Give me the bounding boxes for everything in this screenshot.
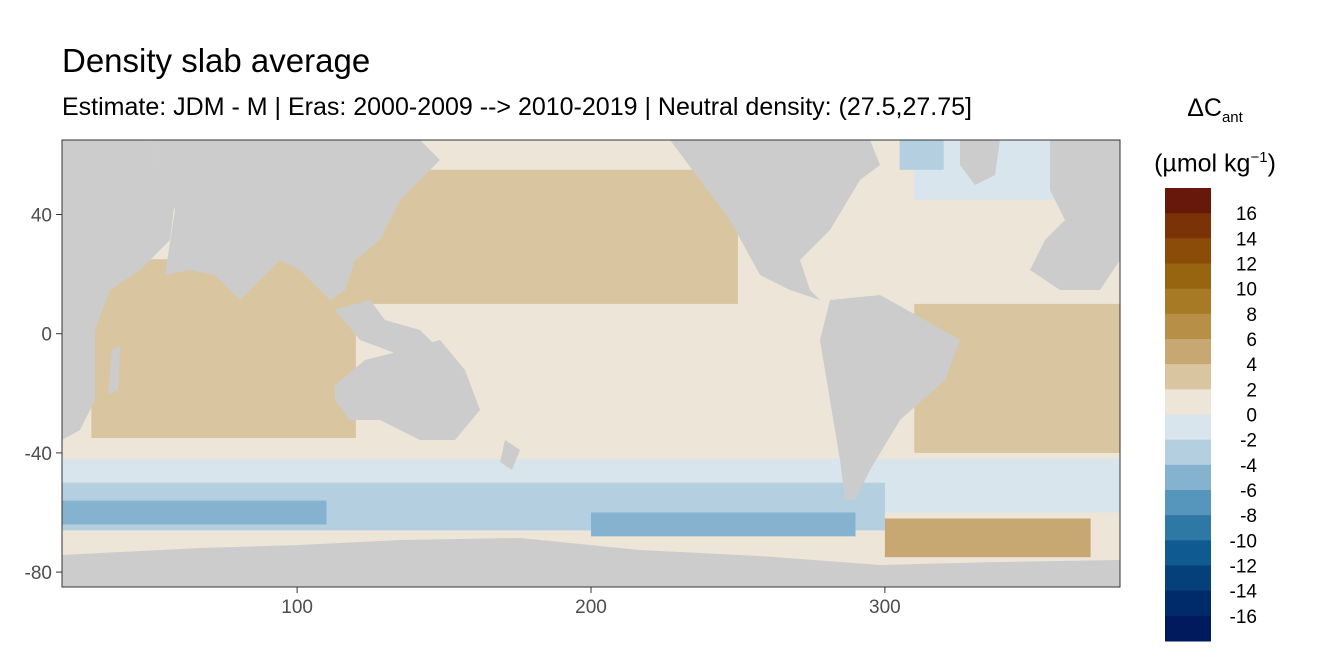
legend-label: -14 [1230, 582, 1258, 603]
legend-swatch [1165, 389, 1211, 415]
legend-swatch [1165, 364, 1211, 390]
x-axis: 100 200 300 [281, 587, 901, 618]
legend-label: 16 [1236, 204, 1257, 225]
legend-swatch [1165, 339, 1211, 365]
legend-swatch [1165, 238, 1211, 264]
land-europe-west-africa [1030, 140, 1120, 290]
map-panel [62, 140, 1120, 587]
y-tick-label: -40 [25, 444, 52, 465]
legend-swatch [1165, 515, 1211, 541]
legend: 16 14 12 10 8 6 4 2 0 -2 -4 -6 -8 -10 -12 -14 -16 [1165, 188, 1257, 642]
land-maritime-asia [335, 300, 440, 355]
land-madagascar [108, 345, 120, 395]
region-cell [884, 518, 1091, 558]
chart-subtitle: Estimate: JDM - M | Eras: 2000-2009 --> … [62, 93, 972, 121]
y-axis: 40 0 -40 -80 [25, 206, 62, 584]
legend-swatch [1165, 288, 1211, 315]
legend-swatch [1165, 464, 1211, 491]
legend-swatch [1165, 188, 1211, 214]
land-masses [62, 140, 1120, 587]
legend-label: -12 [1230, 557, 1257, 578]
land-south-america [820, 295, 960, 500]
region-cell [591, 512, 856, 537]
y-tick-label: 0 [41, 325, 52, 346]
legend-label: 2 [1246, 380, 1257, 401]
land-new-zealand [500, 440, 520, 470]
land-greenland [960, 140, 1000, 185]
region-cell [62, 500, 327, 525]
legend-label: 8 [1246, 305, 1257, 326]
chart-title: Density slab average [62, 42, 371, 79]
legend-swatch [1165, 263, 1211, 290]
y-tick-label: 40 [31, 206, 52, 227]
legend-swatch [1165, 213, 1211, 239]
legend-title-quantity: ΔCant [1187, 94, 1243, 126]
legend-swatch [1165, 490, 1211, 516]
data-regions [62, 140, 1120, 558]
land-north-america [670, 140, 880, 300]
y-tick-label: -80 [25, 563, 52, 584]
legend-label: 14 [1236, 229, 1258, 250]
legend-label: -16 [1230, 607, 1257, 628]
legend-swatch [1165, 565, 1211, 592]
legend-label: -8 [1240, 506, 1257, 527]
legend-title: ΔCant (µmol kg−1) [1150, 88, 1280, 183]
legend-label: 4 [1246, 355, 1257, 376]
legend-swatch [1165, 540, 1211, 566]
x-tick-label: 200 [575, 597, 607, 618]
legend-label: -2 [1240, 431, 1257, 452]
legend-label: -10 [1230, 531, 1257, 552]
legend-swatch [1165, 439, 1211, 466]
legend-label: 10 [1236, 280, 1257, 301]
legend-swatch [1165, 414, 1211, 441]
x-tick-label: 300 [869, 597, 901, 618]
legend-title-unit: (µmol kg−1) [1154, 149, 1276, 178]
legend-label: 6 [1246, 330, 1257, 351]
region-cell [914, 303, 1120, 453]
x-tick-label: 100 [281, 597, 313, 618]
legend-label: 0 [1246, 406, 1257, 427]
region-cell [91, 259, 356, 438]
legend-label: 12 [1236, 255, 1257, 276]
legend-swatch [1165, 313, 1211, 340]
legend-swatch [1165, 615, 1211, 642]
land-eurasia [150, 140, 440, 300]
legend-label: -6 [1240, 481, 1257, 502]
land-australia [335, 340, 480, 440]
land-antarctica [62, 538, 1120, 587]
land-africa [62, 140, 175, 440]
legend-label: -4 [1240, 456, 1257, 477]
legend-swatch [1165, 590, 1211, 617]
region-cell [899, 140, 944, 170]
